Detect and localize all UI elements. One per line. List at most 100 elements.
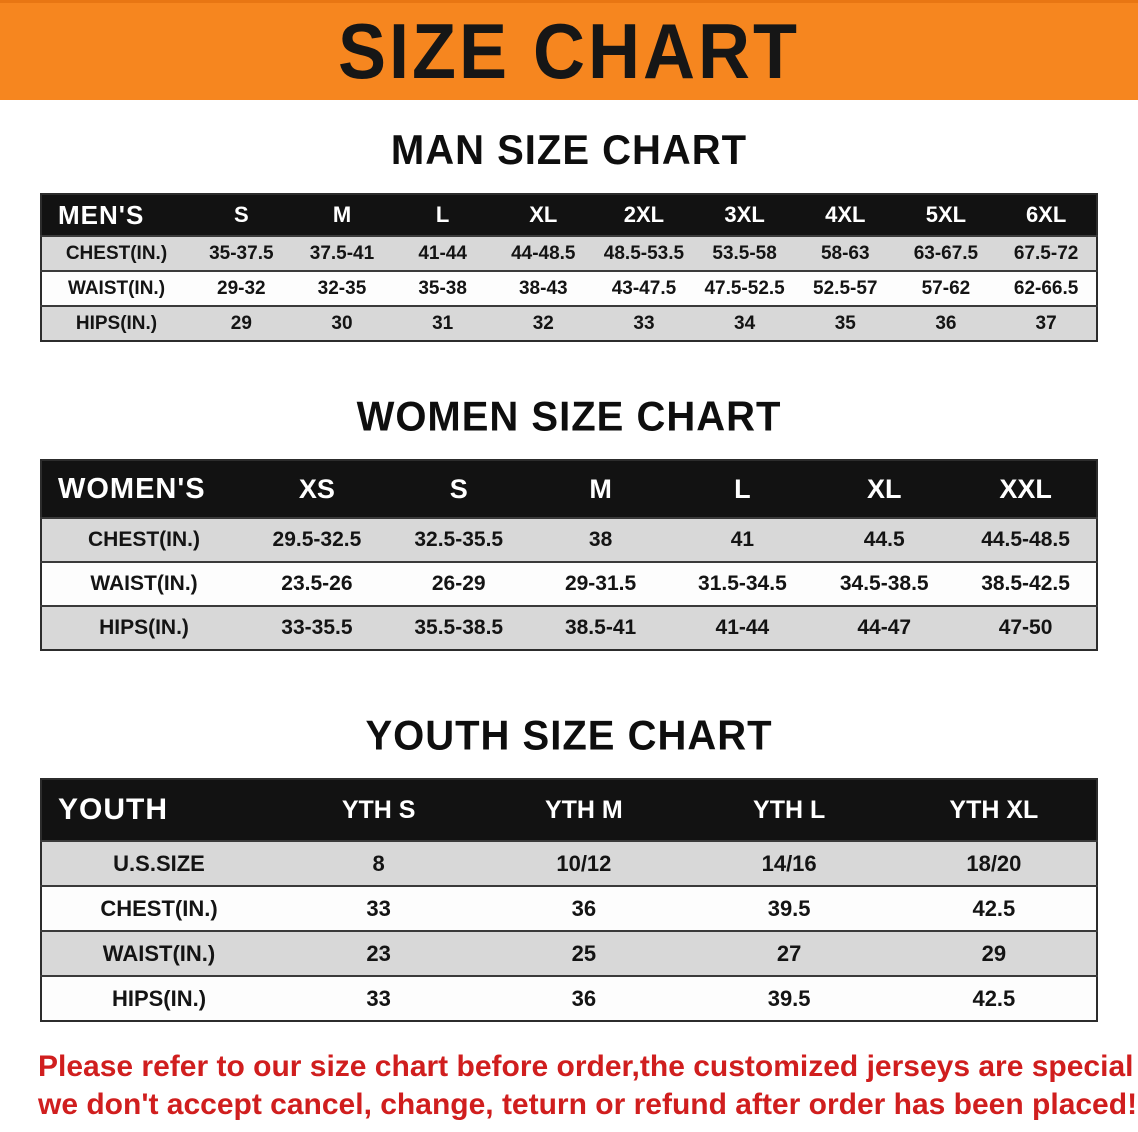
table-cell: 42.5	[972, 985, 1016, 1011]
table-row: HIPS(IN.) 33 36 39.5 42.5	[41, 976, 1097, 1021]
column-header: 4XL	[794, 194, 896, 236]
row-label: WAIST(IN.)	[67, 277, 166, 299]
section-men: MAN SIZE CHART MEN'S S M L XL 2XL 3XL 4XL 5XL 6XL…	[0, 100, 1138, 342]
table-cell: 34.5-38.5	[839, 572, 929, 595]
table-corner-label: WOMEN'S	[41, 460, 246, 518]
table-cell: 44-47	[857, 616, 912, 639]
table-cell: 41-44	[418, 242, 467, 264]
table-cell: 25	[571, 940, 597, 966]
section-women: WOMEN SIZE CHART WOMEN'S XS S M L XL XXL CHEST(…	[0, 342, 1138, 651]
notice-line: Please refer to our size chart before or…	[38, 1050, 1138, 1083]
column-header: S	[387, 460, 530, 518]
table-cell: 41-44	[715, 616, 770, 639]
table-cell: 38.5-41	[564, 616, 637, 639]
table-cell: 47-50	[998, 616, 1053, 639]
table-cell: 42.5	[972, 895, 1016, 921]
table-cell: 44.5-48.5	[981, 528, 1070, 551]
table-cell: 57-62	[921, 277, 971, 299]
row-label: WAIST(IN.)	[102, 940, 216, 966]
table-cell: 30	[331, 312, 353, 334]
men-size-table: MEN'S S M L XL 2XL 3XL 4XL 5XL 6XL CHEST(IN.) 35-37…	[40, 193, 1098, 342]
table-cell: 29.5-32.5	[272, 528, 362, 551]
table-cell: 36	[571, 895, 597, 921]
table-row: U.S.SIZE 8 10/12 14/16 18/20	[41, 841, 1097, 886]
table-header-row: MEN'S S M L XL 2XL 3XL 4XL 5XL 6XL	[41, 194, 1097, 236]
column-header: 3XL	[694, 194, 795, 236]
table-cell: 53.5-58	[712, 242, 777, 264]
row-label: CHEST(IN.)	[65, 242, 168, 264]
table-cell: 23.5-26	[281, 572, 353, 595]
table-cell: 34	[734, 312, 756, 334]
column-header: XXL	[955, 460, 1097, 518]
table-cell: 38-43	[518, 277, 568, 299]
table-row: WAIST(IN.) 23 25 27 29	[41, 931, 1097, 976]
table-cell: 63-67.5	[913, 242, 979, 264]
table-cell: 44-48.5	[511, 242, 576, 264]
page-title: SIZE CHART	[338, 8, 800, 95]
column-header: YTH XL	[891, 779, 1097, 841]
table-cell: 43-47.5	[611, 277, 677, 299]
column-header: S	[191, 194, 292, 236]
table-cell: 29	[230, 312, 252, 334]
table-cell: 38.5-42.5	[981, 572, 1070, 595]
table-cell: 39.5	[767, 985, 811, 1011]
table-cell: 35.5-38.5	[414, 616, 504, 639]
row-label: HIPS(IN.)	[111, 985, 207, 1011]
column-header: XL	[492, 194, 594, 236]
table-cell: 37.5-41	[309, 242, 375, 264]
column-header: YTH M	[481, 779, 687, 841]
table-cell: 58-63	[820, 242, 870, 264]
table-header-row: YOUTH YTH S YTH M YTH L YTH XL	[41, 779, 1097, 841]
table-cell: 29-31.5	[564, 572, 637, 595]
table-cell: 32-35	[317, 277, 367, 299]
row-label: CHEST(IN.)	[88, 528, 200, 551]
column-header: M	[529, 460, 672, 518]
table-cell: 10/12	[556, 850, 612, 876]
table-cell: 48.5-53.5	[603, 242, 685, 264]
table-cell: 33	[366, 985, 391, 1011]
column-header: L	[392, 194, 493, 236]
table-corner-label: YOUTH	[41, 779, 276, 841]
table-cell: 31.5-34.5	[698, 572, 787, 595]
table-cell: 31	[432, 312, 454, 334]
table-row: WAIST(IN.) 23.5-26 26-29 29-31.5 31.5-34.5 34…	[41, 562, 1097, 606]
column-header: YTH L	[686, 779, 892, 841]
row-label: WAIST(IN.)	[90, 572, 198, 595]
table-cell: 62-66.5	[1013, 277, 1079, 299]
table-cell: 29-32	[217, 277, 266, 299]
table-row: CHEST(IN.) 35-37.5 37.5-41 41-44 44-48.5 48.5…	[41, 236, 1097, 271]
table-cell: 36	[571, 985, 597, 1011]
table-cell: 18/20	[966, 850, 1022, 876]
table-cell: 39.5	[767, 895, 811, 921]
table-cell: 27	[776, 940, 802, 966]
row-label: CHEST(IN.)	[100, 895, 218, 921]
women-size-table: WOMEN'S XS S M L XL XXL CHEST(IN.) 29.5-32.5 32.5…	[40, 459, 1098, 651]
column-header: 5XL	[895, 194, 997, 236]
column-header: XL	[813, 460, 956, 518]
table-cell: 35-37.5	[209, 242, 274, 264]
column-header: 2XL	[593, 194, 695, 236]
notice-line: we don't accept cancel, change, teturn o…	[38, 1088, 1138, 1122]
table-cell: 33	[366, 895, 391, 921]
table-row: CHEST(IN.) 33 36 39.5 42.5	[41, 886, 1097, 931]
row-label: HIPS(IN.)	[99, 616, 189, 639]
table-cell: 8	[372, 850, 385, 876]
column-header: XS	[246, 460, 388, 518]
table-cell: 23	[366, 940, 391, 966]
table-cell: 38	[588, 528, 613, 551]
table-row: CHEST(IN.) 29.5-32.5 32.5-35.5 38 41 44.5 44.5…	[41, 518, 1097, 562]
table-row: WAIST(IN.) 29-32 32-35 35-38 38-43 43-47.5 47.…	[41, 271, 1097, 306]
table-cell: 35	[834, 312, 856, 334]
column-header: M	[291, 194, 393, 236]
table-cell: 41	[730, 528, 755, 551]
men-section-heading: MAN SIZE CHART	[390, 127, 748, 174]
table-cell: 26-29	[431, 572, 486, 595]
table-cell: 36	[935, 312, 957, 334]
table-cell: 33-35.5	[281, 616, 353, 639]
table-cell: 67.5-72	[1013, 242, 1079, 264]
table-cell: 29	[981, 940, 1007, 966]
table-cell: 14/16	[761, 850, 817, 876]
table-cell: 35-38	[418, 277, 467, 299]
women-section-heading: WOMEN SIZE CHART	[356, 394, 782, 440]
